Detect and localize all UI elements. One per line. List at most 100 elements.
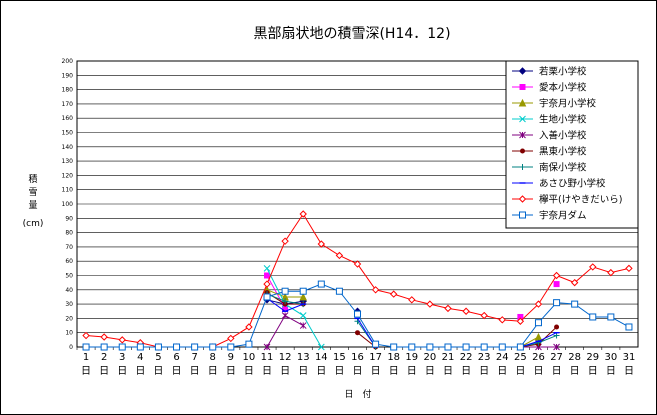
y-tick-label: 160: [62, 115, 74, 122]
y-tick-label: 60: [65, 258, 73, 265]
x-tick-suffix: 日: [153, 366, 163, 377]
data-point: [516, 343, 524, 351]
x-tick-label: 13: [297, 352, 310, 363]
y-tick-label: 190: [62, 72, 74, 79]
legend-label: 宇奈月ダム: [539, 210, 587, 222]
data-point: [264, 272, 271, 279]
data-point: [282, 298, 289, 305]
data-point: [354, 310, 361, 318]
data-point: [263, 293, 271, 301]
x-tick-label: 19: [405, 352, 418, 363]
y-axis-label-char: 雪: [28, 187, 37, 198]
data-point: [390, 343, 398, 351]
data-point: [408, 343, 416, 351]
x-tick-suffix: 日: [533, 366, 543, 377]
x-tick-suffix: 日: [298, 366, 308, 377]
x-tick-suffix: 日: [99, 366, 109, 377]
legend-label: あさひ野小学校: [539, 178, 606, 190]
y-axis-label-char: 量: [28, 200, 37, 211]
x-tick-label: 30: [604, 352, 617, 363]
data-point: [263, 264, 271, 272]
data-point: [353, 260, 362, 268]
data-point: [299, 292, 308, 301]
y-tick-label: 30: [65, 301, 73, 308]
data-point: [517, 313, 524, 320]
legend-item: あさひ野小学校: [512, 178, 606, 190]
x-tick-label: 20: [424, 352, 437, 363]
data-point: [498, 316, 506, 324]
x-tick-suffix: 日: [81, 366, 91, 377]
y-tick-label: 10: [65, 330, 73, 337]
data-point: [209, 343, 217, 351]
data-point: [625, 264, 633, 273]
data-point: [371, 286, 380, 294]
data-point: [480, 311, 488, 320]
y-axis-label: 積雪量 (cm): [23, 173, 44, 229]
series-line: [266, 268, 322, 348]
x-tick-suffix: 日: [280, 366, 290, 377]
series-group: [82, 210, 633, 351]
x-tick-suffix: 日: [135, 366, 145, 377]
legend-label: 入善小学校: [539, 130, 587, 142]
legend-label: 南保小学校: [539, 162, 587, 174]
y-tick-label: 20: [65, 315, 73, 322]
x-tick-label: 1: [83, 352, 89, 363]
data-point: [570, 278, 579, 287]
x-tick-label: 11: [261, 352, 274, 363]
legend-swatch-marker: [519, 84, 526, 90]
y-tick-label: 90: [65, 215, 73, 222]
legend-box: [505, 60, 639, 229]
x-tick-label: 28: [568, 352, 581, 363]
legend-swatch-marker: [519, 115, 526, 123]
x-tick-label: 9: [228, 352, 234, 363]
data-point: [516, 317, 525, 325]
y-tick-label: 150: [62, 130, 74, 137]
data-point: [335, 251, 344, 260]
legend-label: 愛本小学校: [539, 82, 587, 94]
data-point: [462, 343, 470, 351]
legend-swatch-marker: [520, 148, 525, 154]
legend-label: 黒東小学校: [539, 146, 587, 158]
legend-label: 宇奈月小学校: [539, 98, 597, 110]
data-point: [589, 313, 597, 321]
x-tick-label: 3: [119, 352, 125, 363]
x-axis-label: 日 付: [344, 389, 371, 400]
legend-label: 欅平(けやきだいら): [539, 195, 622, 206]
x-tick-label: 17: [369, 352, 382, 363]
legend-item: 入善小学校: [512, 130, 587, 142]
y-tick-label: 80: [65, 230, 73, 237]
legend: 若栗小学校愛本小学校宇奈月小学校生地小学校入善小学校黒東小学校南保小学校あさひ野…: [512, 66, 622, 222]
x-tick-label: 14: [315, 352, 328, 363]
y-tick-label: 100: [62, 201, 74, 208]
legend-item: 黒東小学校: [512, 146, 587, 158]
data-point: [118, 336, 126, 344]
legend-item: 南保小学校: [512, 162, 587, 174]
legend-label: 生地小学校: [539, 114, 587, 126]
x-tick-label: 12: [279, 352, 292, 363]
x-tick-suffix: 日: [552, 366, 562, 377]
data-point: [355, 330, 360, 336]
legend-swatch-marker: [519, 211, 526, 219]
data-point: [389, 290, 398, 298]
x-tick-label: 16: [351, 352, 364, 363]
x-tick-label: 22: [460, 352, 473, 363]
data-point: [571, 300, 579, 308]
x-tick-label: 10: [243, 352, 256, 363]
y-tick-label: 130: [62, 158, 74, 165]
x-tick-label: 4: [137, 352, 143, 363]
x-tick-label: 26: [532, 352, 545, 363]
x-tick-label: 15: [333, 352, 346, 363]
data-point: [299, 287, 307, 295]
x-tick-label: 29: [586, 352, 599, 363]
legend-item: 若栗小学校: [512, 66, 587, 78]
x-tick-label: 21: [442, 352, 455, 363]
data-point: [191, 343, 199, 351]
data-point: [607, 268, 615, 277]
x-tick-suffix: 日: [588, 366, 598, 377]
x-tick-label: 27: [550, 352, 563, 363]
y-tick-label: 140: [62, 144, 74, 151]
x-tick-suffix: 日: [117, 366, 127, 377]
data-point: [553, 281, 560, 288]
data-point: [335, 287, 343, 295]
legend-item: 宇奈月ダム: [512, 210, 587, 222]
